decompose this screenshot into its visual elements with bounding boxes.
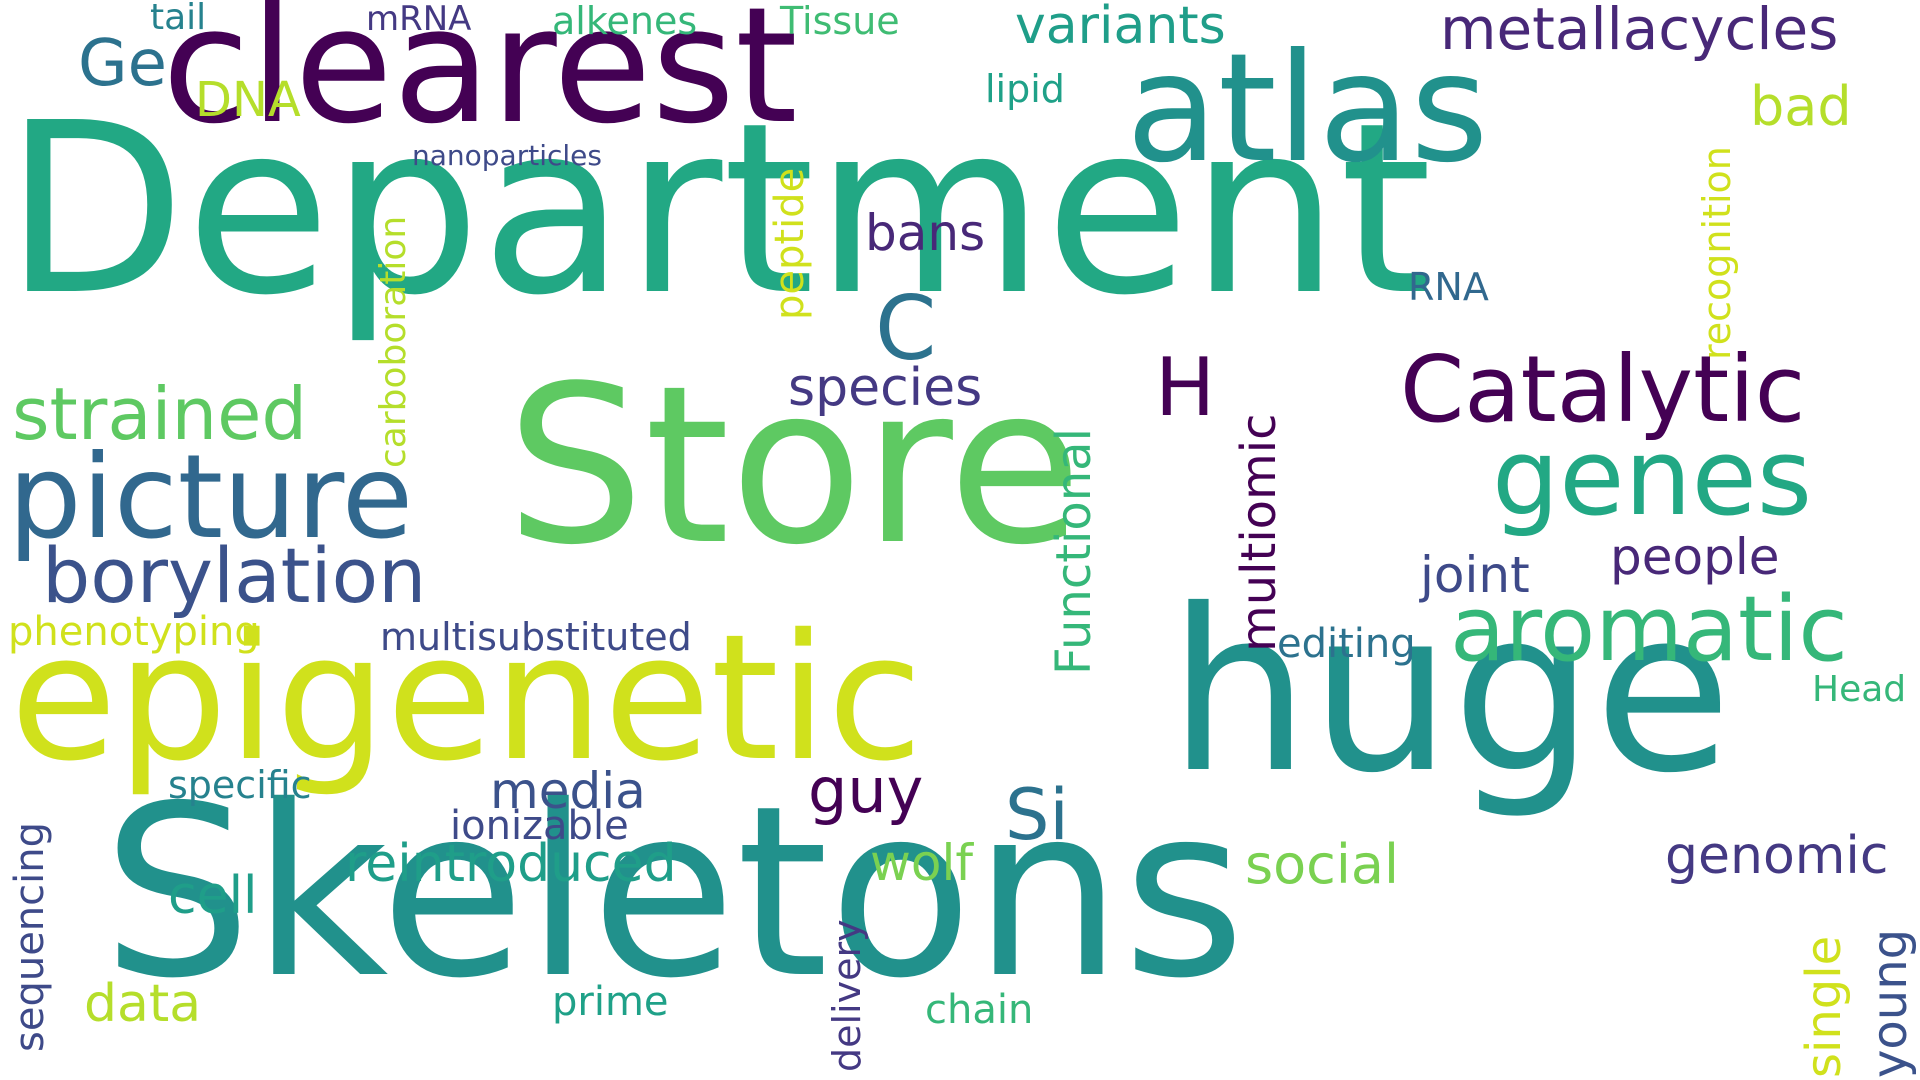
word-species: species [788,358,983,418]
word-skeletons: Skeletons [102,755,1246,1030]
word-h: H [1155,341,1216,434]
word-delivery: delivery [825,919,869,1072]
word-multiomic: multiomic [1231,413,1287,652]
word-people: people [1610,528,1780,586]
word-peptide: peptide [767,167,813,320]
word-phenotyping: phenotyping [8,609,260,655]
word-single: single [1796,935,1852,1078]
word-rna: RNA [1408,265,1489,309]
word-head: Head [1812,669,1907,710]
word-genomic: genomic [1665,826,1889,886]
word-bans: bans [865,204,986,262]
word-prime: prime [552,979,669,1025]
word-dna: DNA [195,72,301,128]
word-tissue: Tissue [780,0,900,43]
word-alkenes: alkenes [552,0,698,43]
word-genes: genes [1492,416,1813,539]
word-editing: editing [1277,621,1416,667]
word-lipid: lipid [985,67,1065,111]
word-variants: variants [1015,0,1226,56]
word-specific: specific [168,763,312,807]
word-carboboration: carboboration [373,215,414,468]
word-data: data [84,974,202,1034]
word-department: Department [4,72,1433,347]
word-reintroduced: reintroduced [345,834,677,894]
word-epigenetic: epigenetic [10,597,923,800]
word-metallacycles: metallacycles [1440,0,1839,63]
word-wolf: wolf [870,834,973,892]
word-tail: tail [150,0,207,38]
word-joint: joint [1420,546,1530,604]
word-picture: picture [8,430,414,565]
word-nanoparticles: nanoparticles [412,139,602,172]
word-strained: strained [12,372,308,456]
word-multisubstituted: multisubstituted [380,615,692,659]
word-borylation: borylation [42,531,427,620]
word-media: media [490,762,646,820]
word-c: C [875,277,937,380]
word-guy: guy [808,754,924,827]
word-bad: bad [1750,75,1852,138]
word-social: social [1245,833,1399,896]
word-ionizable: ionizable [450,803,629,849]
word-cell: cell [168,866,258,926]
word-clearest: clearest [162,0,798,159]
word-recognition: recognition [1695,146,1739,360]
word-ge: Ge [78,27,167,101]
word-mrna: mRNA [366,0,472,39]
word-aromatic: aromatic [1450,577,1848,682]
word-huge: huge [1168,561,1732,822]
word-atlas: atlas [1126,22,1489,196]
word-chain: chain [925,987,1034,1033]
word-catalytic: Catalytic [1400,336,1806,443]
word-young: young [1862,928,1918,1078]
word-sequencing: sequencing [7,822,53,1052]
word-store: Store [506,340,1083,593]
word-functional: Functional [1046,428,1102,675]
word-si: Si [1005,774,1069,856]
